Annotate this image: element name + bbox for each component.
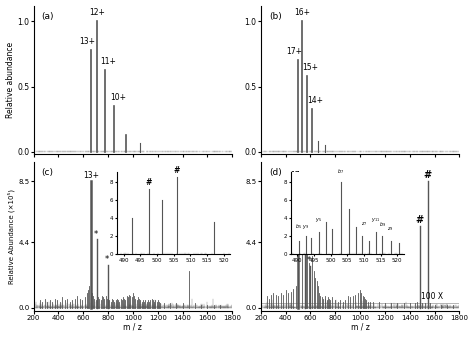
Text: 17+: 17+ [290,171,306,180]
Text: 15+: 15+ [302,63,318,72]
Text: (a): (a) [42,11,54,21]
Text: 17+: 17+ [286,48,302,57]
Text: *: * [104,255,109,264]
Text: 13+: 13+ [83,171,99,180]
Text: 13+: 13+ [79,37,95,46]
X-axis label: m / z: m / z [351,323,370,332]
Text: 12+: 12+ [90,8,105,17]
Text: (c): (c) [42,168,54,177]
Y-axis label: Relative abundance: Relative abundance [6,42,15,118]
Text: (d): (d) [269,168,282,177]
Text: *: * [94,230,98,239]
Text: 14+: 14+ [308,96,323,105]
Text: #: # [424,170,432,180]
Text: 11+: 11+ [100,57,116,66]
Text: #: # [416,215,424,224]
X-axis label: m / z: m / z [124,323,142,332]
Text: 100 X: 100 X [421,292,444,301]
Text: *: * [307,256,311,266]
Y-axis label: Relative Abundance (×10⁵): Relative Abundance (×10⁵) [8,189,16,284]
Text: 16+: 16+ [294,8,310,17]
Text: *: * [301,231,306,240]
Text: 10+: 10+ [110,93,126,102]
Text: (b): (b) [269,11,282,21]
